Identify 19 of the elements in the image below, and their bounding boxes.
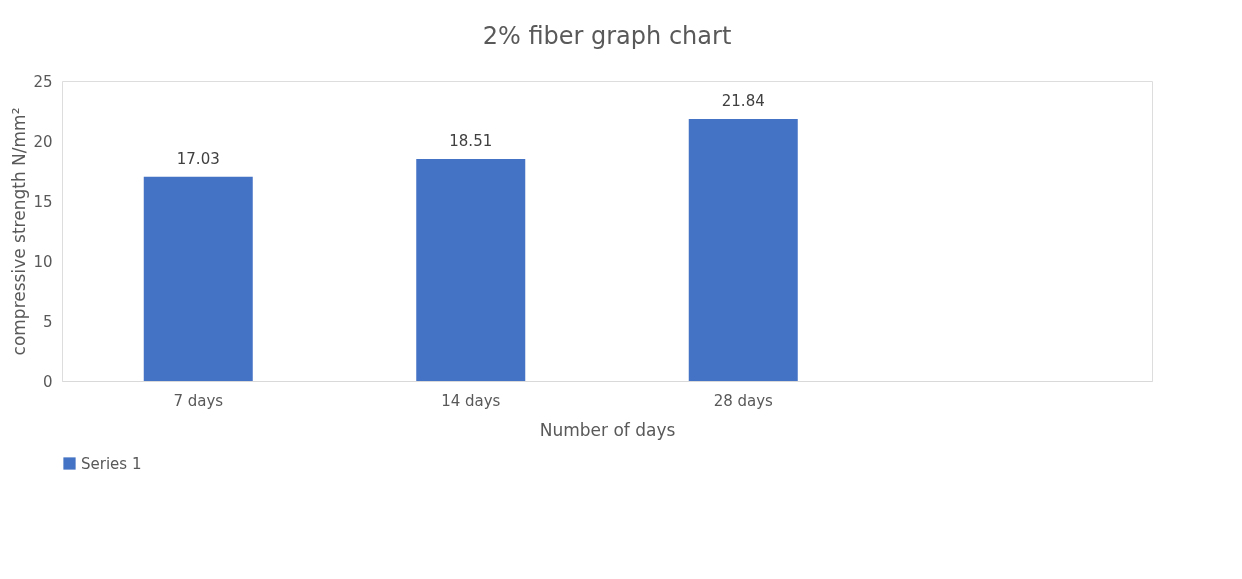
x-tick-label: 7 days xyxy=(173,391,224,410)
chart-title: 2% fiber graph chart xyxy=(482,22,732,50)
data-label: 17.03 xyxy=(176,149,220,168)
x-axis-title: Number of days xyxy=(539,419,676,440)
data-label: 18.51 xyxy=(449,131,493,150)
y-tick-label: 0 xyxy=(42,372,53,391)
bar xyxy=(143,176,253,381)
y-axis-title: compressive strength N/mm² xyxy=(9,107,30,356)
legend-label: Series 1 xyxy=(81,454,142,473)
x-tick-label: 14 days xyxy=(441,391,501,410)
x-tick-label: 28 days xyxy=(713,391,774,410)
data-label: 21.84 xyxy=(721,91,765,110)
bar xyxy=(416,158,526,381)
bar xyxy=(688,118,798,381)
y-tick-label: 15 xyxy=(33,192,53,211)
y-tick-label: 10 xyxy=(33,252,53,271)
y-tick-label: 5 xyxy=(42,312,53,331)
y-tick-label: 25 xyxy=(33,72,53,91)
y-tick-label: 20 xyxy=(33,132,53,151)
